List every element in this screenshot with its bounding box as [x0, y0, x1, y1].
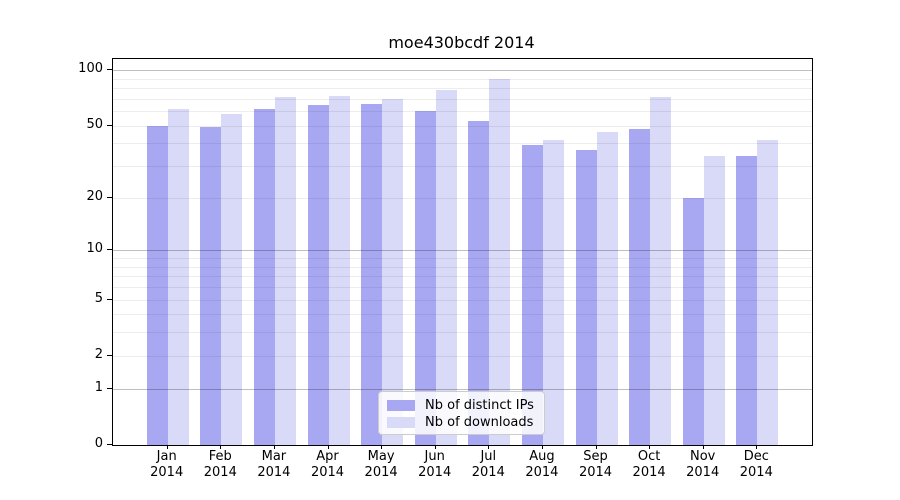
- y-tick-label-50: 50: [86, 116, 103, 132]
- legend: Nb of distinct IPs Nb of downloads: [378, 391, 545, 435]
- x-tick-mark-dec: [756, 445, 758, 449]
- bar-dec-ips: [736, 156, 758, 445]
- y-tick-mark-20: [107, 196, 112, 198]
- y-tick-mark-1: [107, 387, 112, 389]
- bar-jun-ips: [414, 111, 436, 445]
- x-tick-label-may: May 2014: [364, 449, 398, 480]
- bar-oct-downloads: [650, 96, 672, 445]
- bar-mar-ips: [253, 108, 275, 445]
- bar-may-downloads: [382, 98, 404, 445]
- bar-aug-ips: [521, 145, 543, 445]
- bar-nov-ips: [682, 197, 704, 445]
- gridline-3: [113, 332, 812, 334]
- bar-feb-downloads: [221, 113, 243, 445]
- gridline-40: [113, 143, 812, 145]
- bar-sep-downloads: [596, 132, 618, 445]
- x-tick-mark-jan: [166, 445, 168, 449]
- x-tick-label-jul: Jul 2014: [471, 449, 505, 480]
- bar-jul-downloads: [489, 78, 511, 445]
- y-tick-label-2: 2: [94, 346, 103, 362]
- bar-jan-ips: [146, 125, 168, 445]
- gridline-100: [113, 70, 812, 72]
- legend-label-downloads: Nb of downloads: [425, 414, 534, 430]
- gridline-60: [113, 111, 812, 113]
- x-tick-mark-jun: [434, 445, 436, 449]
- bar-apr-downloads: [328, 95, 350, 445]
- x-tick-label-apr: Apr 2014: [310, 449, 345, 480]
- grid-layer: [113, 59, 812, 445]
- bar-mar-downloads: [274, 96, 296, 445]
- x-tick-label-aug: Aug 2014: [525, 449, 559, 480]
- y-tick-mark-10: [107, 249, 112, 251]
- gridline-9: [113, 258, 812, 260]
- plot-area: [112, 58, 813, 446]
- bar-jun-downloads: [435, 90, 457, 445]
- gridline-2: [113, 355, 812, 357]
- x-tick-label-dec: Dec 2014: [739, 449, 773, 480]
- y-tick-mark-100: [107, 69, 112, 71]
- gridline-1: [113, 388, 812, 390]
- gridline-10: [113, 250, 812, 252]
- gridline-90: [113, 78, 812, 80]
- gridline-7: [113, 276, 812, 278]
- x-tick-mark-may: [381, 445, 383, 449]
- y-tick-mark-2: [107, 354, 112, 356]
- bar-sep-ips: [575, 149, 597, 445]
- gridline-20: [113, 197, 812, 199]
- gridline-30: [113, 166, 812, 168]
- y-tick-mark-50: [107, 124, 112, 126]
- y-tick-label-10: 10: [86, 241, 103, 257]
- bar-nov-downloads: [703, 156, 725, 445]
- bar-jul-ips: [468, 121, 490, 445]
- bar-apr-ips: [307, 104, 329, 445]
- x-tick-mark-nov: [702, 445, 704, 449]
- x-tick-mark-oct: [649, 445, 651, 449]
- legend-swatch-downloads-icon: [387, 416, 415, 428]
- y-tick-label-1: 1: [94, 379, 103, 395]
- x-tick-label-jun: Jun 2014: [418, 449, 452, 480]
- legend-label-distinct-ips: Nb of distinct IPs: [425, 397, 534, 413]
- legend-item-downloads: Nb of downloads: [387, 414, 536, 430]
- legend-swatch-distinct-ips-icon: [387, 399, 415, 411]
- gridline-6: [113, 286, 812, 288]
- gridline-80: [113, 88, 812, 90]
- bar-aug-downloads: [542, 139, 564, 445]
- y-tick-label-20: 20: [86, 188, 103, 204]
- y-tick-label-0: 0: [94, 436, 103, 451]
- y-tick-label-100: 100: [78, 61, 103, 77]
- x-tick-mark-apr: [327, 445, 329, 449]
- x-tick-label-mar: Mar 2014: [257, 449, 291, 480]
- y-tick-mark-5: [107, 298, 112, 300]
- bar-oct-ips: [629, 128, 651, 445]
- gridline-8: [113, 266, 812, 268]
- bar-may-ips: [361, 103, 383, 445]
- bar-dec-downloads: [757, 139, 779, 445]
- x-tick-label-sep: Sep 2014: [578, 449, 613, 480]
- gridline-50: [113, 125, 812, 127]
- bars-layer: [113, 59, 812, 445]
- x-tick-mark-aug: [541, 445, 543, 449]
- gridline-70: [113, 98, 812, 100]
- legend-item-distinct-ips: Nb of distinct IPs: [387, 397, 536, 413]
- x-tick-label-oct: Oct 2014: [632, 449, 666, 480]
- x-tick-mark-mar: [273, 445, 275, 449]
- chart-title: moe430bcdf 2014: [388, 33, 535, 52]
- bar-feb-ips: [200, 127, 222, 445]
- y-tick-label-5: 5: [94, 290, 103, 306]
- x-tick-mark-sep: [595, 445, 597, 449]
- gridline-5: [113, 299, 812, 301]
- x-tick-label-feb: Feb 2014: [203, 449, 237, 480]
- y-tick-mark-0: [107, 444, 112, 445]
- x-tick-label-jan: Jan 2014: [150, 449, 184, 480]
- gridline-4: [113, 314, 812, 316]
- x-tick-mark-jul: [488, 445, 490, 449]
- x-tick-mark-feb: [220, 445, 222, 449]
- x-tick-label-nov: Nov 2014: [686, 449, 720, 480]
- bar-jan-downloads: [167, 108, 189, 445]
